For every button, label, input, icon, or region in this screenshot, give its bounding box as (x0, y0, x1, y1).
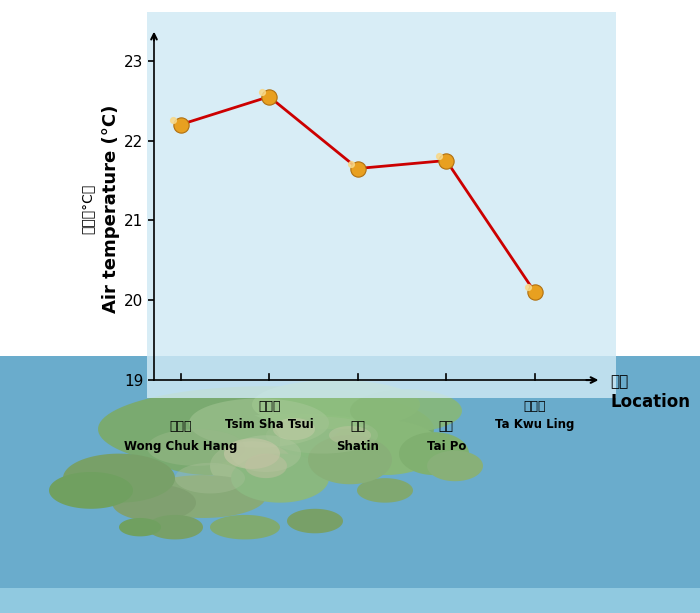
Text: Ta Kwu Ling: Ta Kwu Ling (495, 419, 575, 432)
Polygon shape (231, 435, 301, 472)
Polygon shape (252, 380, 420, 429)
Polygon shape (329, 420, 441, 475)
Text: Air temperature (°C): Air temperature (°C) (102, 104, 120, 313)
Polygon shape (287, 509, 343, 533)
Polygon shape (98, 386, 434, 472)
Text: Location: Location (610, 394, 690, 411)
Text: Shatin: Shatin (336, 440, 379, 453)
Text: 沙田: 沙田 (350, 420, 365, 433)
FancyBboxPatch shape (147, 12, 616, 398)
Text: Tsim Sha Tsui: Tsim Sha Tsui (225, 419, 314, 432)
Text: 地點: 地點 (610, 374, 629, 389)
Polygon shape (175, 463, 245, 493)
Polygon shape (112, 484, 196, 521)
Polygon shape (224, 438, 280, 469)
Polygon shape (119, 518, 161, 536)
Polygon shape (273, 418, 315, 440)
Polygon shape (308, 435, 392, 484)
Polygon shape (140, 475, 266, 518)
Polygon shape (231, 454, 329, 503)
Text: 尖沙和: 尖沙和 (258, 400, 281, 413)
Text: 氣溫（°C）: 氣溫（°C） (80, 183, 94, 234)
Polygon shape (350, 389, 462, 432)
Polygon shape (399, 432, 469, 475)
Text: 打鼓岺: 打鼓岺 (524, 400, 546, 413)
Text: 黃竹坑: 黃竹坑 (169, 420, 192, 433)
Polygon shape (357, 478, 413, 503)
Polygon shape (168, 414, 420, 481)
Polygon shape (147, 429, 245, 466)
Polygon shape (427, 451, 483, 481)
Polygon shape (245, 454, 287, 478)
Polygon shape (210, 515, 280, 539)
Polygon shape (147, 515, 203, 539)
Polygon shape (210, 441, 294, 490)
Polygon shape (266, 417, 378, 454)
Polygon shape (0, 588, 700, 613)
Text: 大埔: 大埔 (439, 420, 454, 433)
Polygon shape (0, 356, 700, 613)
Polygon shape (329, 426, 371, 444)
Polygon shape (189, 398, 329, 447)
Polygon shape (63, 454, 175, 503)
Text: Tai Po: Tai Po (426, 440, 466, 453)
Polygon shape (140, 408, 280, 475)
Text: Wong Chuk Hang: Wong Chuk Hang (124, 440, 237, 453)
Polygon shape (49, 472, 133, 509)
